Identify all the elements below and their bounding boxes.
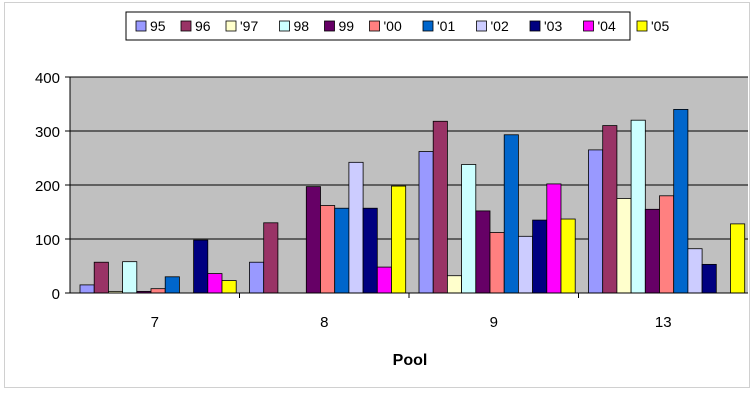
- legend-label: 98: [294, 18, 310, 34]
- bar-95-pool-8: [249, 261, 265, 294]
- bar-02-pool-8: [348, 161, 364, 294]
- bar-01-pool-8: [334, 207, 350, 294]
- bar-95-pool-9: [418, 151, 434, 294]
- bar-99-pool-13: [644, 208, 660, 294]
- legend-label: 99: [339, 18, 355, 34]
- legend-swatch: [324, 20, 335, 32]
- y-tick-label: 200: [35, 178, 60, 195]
- legend: 95 96 '97 98 99 '00 '01 '02 '03 '04 '05: [125, 11, 669, 41]
- bar-96-pool-7: [93, 261, 109, 294]
- bar-01-pool-9: [503, 134, 519, 294]
- bar-00-pool-8: [320, 205, 336, 294]
- x-tick-label: 8: [320, 314, 328, 331]
- bar-97-pool-13: [616, 198, 632, 294]
- bar-97-pool-9: [446, 275, 462, 294]
- x-tick-label: 13: [655, 314, 672, 331]
- bar-95-pool-13: [588, 149, 604, 294]
- bar-01-pool-13: [673, 109, 689, 294]
- y-tick-label: 300: [35, 124, 60, 141]
- bar-00-pool-7: [150, 288, 166, 294]
- bar-03-pool-7: [193, 239, 209, 294]
- legend-swatch: [529, 20, 541, 32]
- bar-04-pool-7: [207, 273, 223, 294]
- legend-swatch: [225, 20, 237, 32]
- legend-label: '05: [651, 18, 669, 34]
- bar-01-pool-7: [164, 276, 180, 294]
- legend-label: '02: [491, 18, 509, 34]
- bars: [79, 109, 746, 294]
- bar-96-pool-13: [602, 125, 618, 294]
- legend-swatch: [583, 20, 594, 32]
- legend-label: 95: [150, 18, 166, 34]
- legend-label: '00: [384, 18, 402, 34]
- bar-95-pool-7: [79, 284, 95, 294]
- axes: 0 100 200 300 400 7 8 9 13: [35, 70, 748, 331]
- bar-98-pool-9: [461, 164, 477, 294]
- legend-label: '04: [598, 18, 616, 34]
- bar-04-pool-9: [546, 183, 562, 294]
- bar-05-pool-13: [730, 223, 746, 294]
- legend-swatch: [180, 20, 192, 32]
- bar-02-pool-13: [687, 248, 703, 294]
- y-tick-label: 0: [52, 286, 60, 303]
- bar-04-pool-8: [376, 266, 392, 294]
- legend-swatch: [636, 20, 648, 32]
- bar-99-pool-8: [305, 186, 321, 294]
- x-axis-label: Pool: [393, 352, 428, 369]
- legend-swatch: [422, 20, 434, 32]
- y-tick-label: 400: [35, 70, 60, 87]
- legend-swatch: [369, 20, 380, 32]
- legend-label: 96: [195, 18, 211, 34]
- bar-05-pool-7: [221, 280, 237, 294]
- x-tick-label: 9: [490, 314, 498, 331]
- bar-03-pool-8: [362, 207, 378, 294]
- legend-swatch: [279, 20, 290, 32]
- legend-swatch: [476, 20, 487, 32]
- bar-96-pool-9: [432, 120, 448, 294]
- bar-98-pool-7: [122, 261, 138, 294]
- legend-swatch: [135, 20, 147, 32]
- bar-03-pool-9: [532, 219, 548, 294]
- bar-03-pool-13: [701, 263, 717, 294]
- legend-label: '97: [240, 18, 258, 34]
- legend-label: '03: [544, 18, 562, 34]
- bar-02-pool-9: [518, 235, 534, 294]
- legend-label: '01: [437, 18, 455, 34]
- y-tick-label: 100: [35, 232, 60, 249]
- x-tick-label: 7: [151, 314, 159, 331]
- bar-96-pool-8: [263, 222, 279, 294]
- bar-00-pool-13: [659, 195, 675, 294]
- bar-00-pool-9: [489, 232, 505, 294]
- bar-05-pool-8: [391, 185, 407, 294]
- bar-98-pool-13: [630, 119, 646, 294]
- bar-99-pool-9: [475, 210, 491, 294]
- bar-05-pool-9: [560, 218, 576, 294]
